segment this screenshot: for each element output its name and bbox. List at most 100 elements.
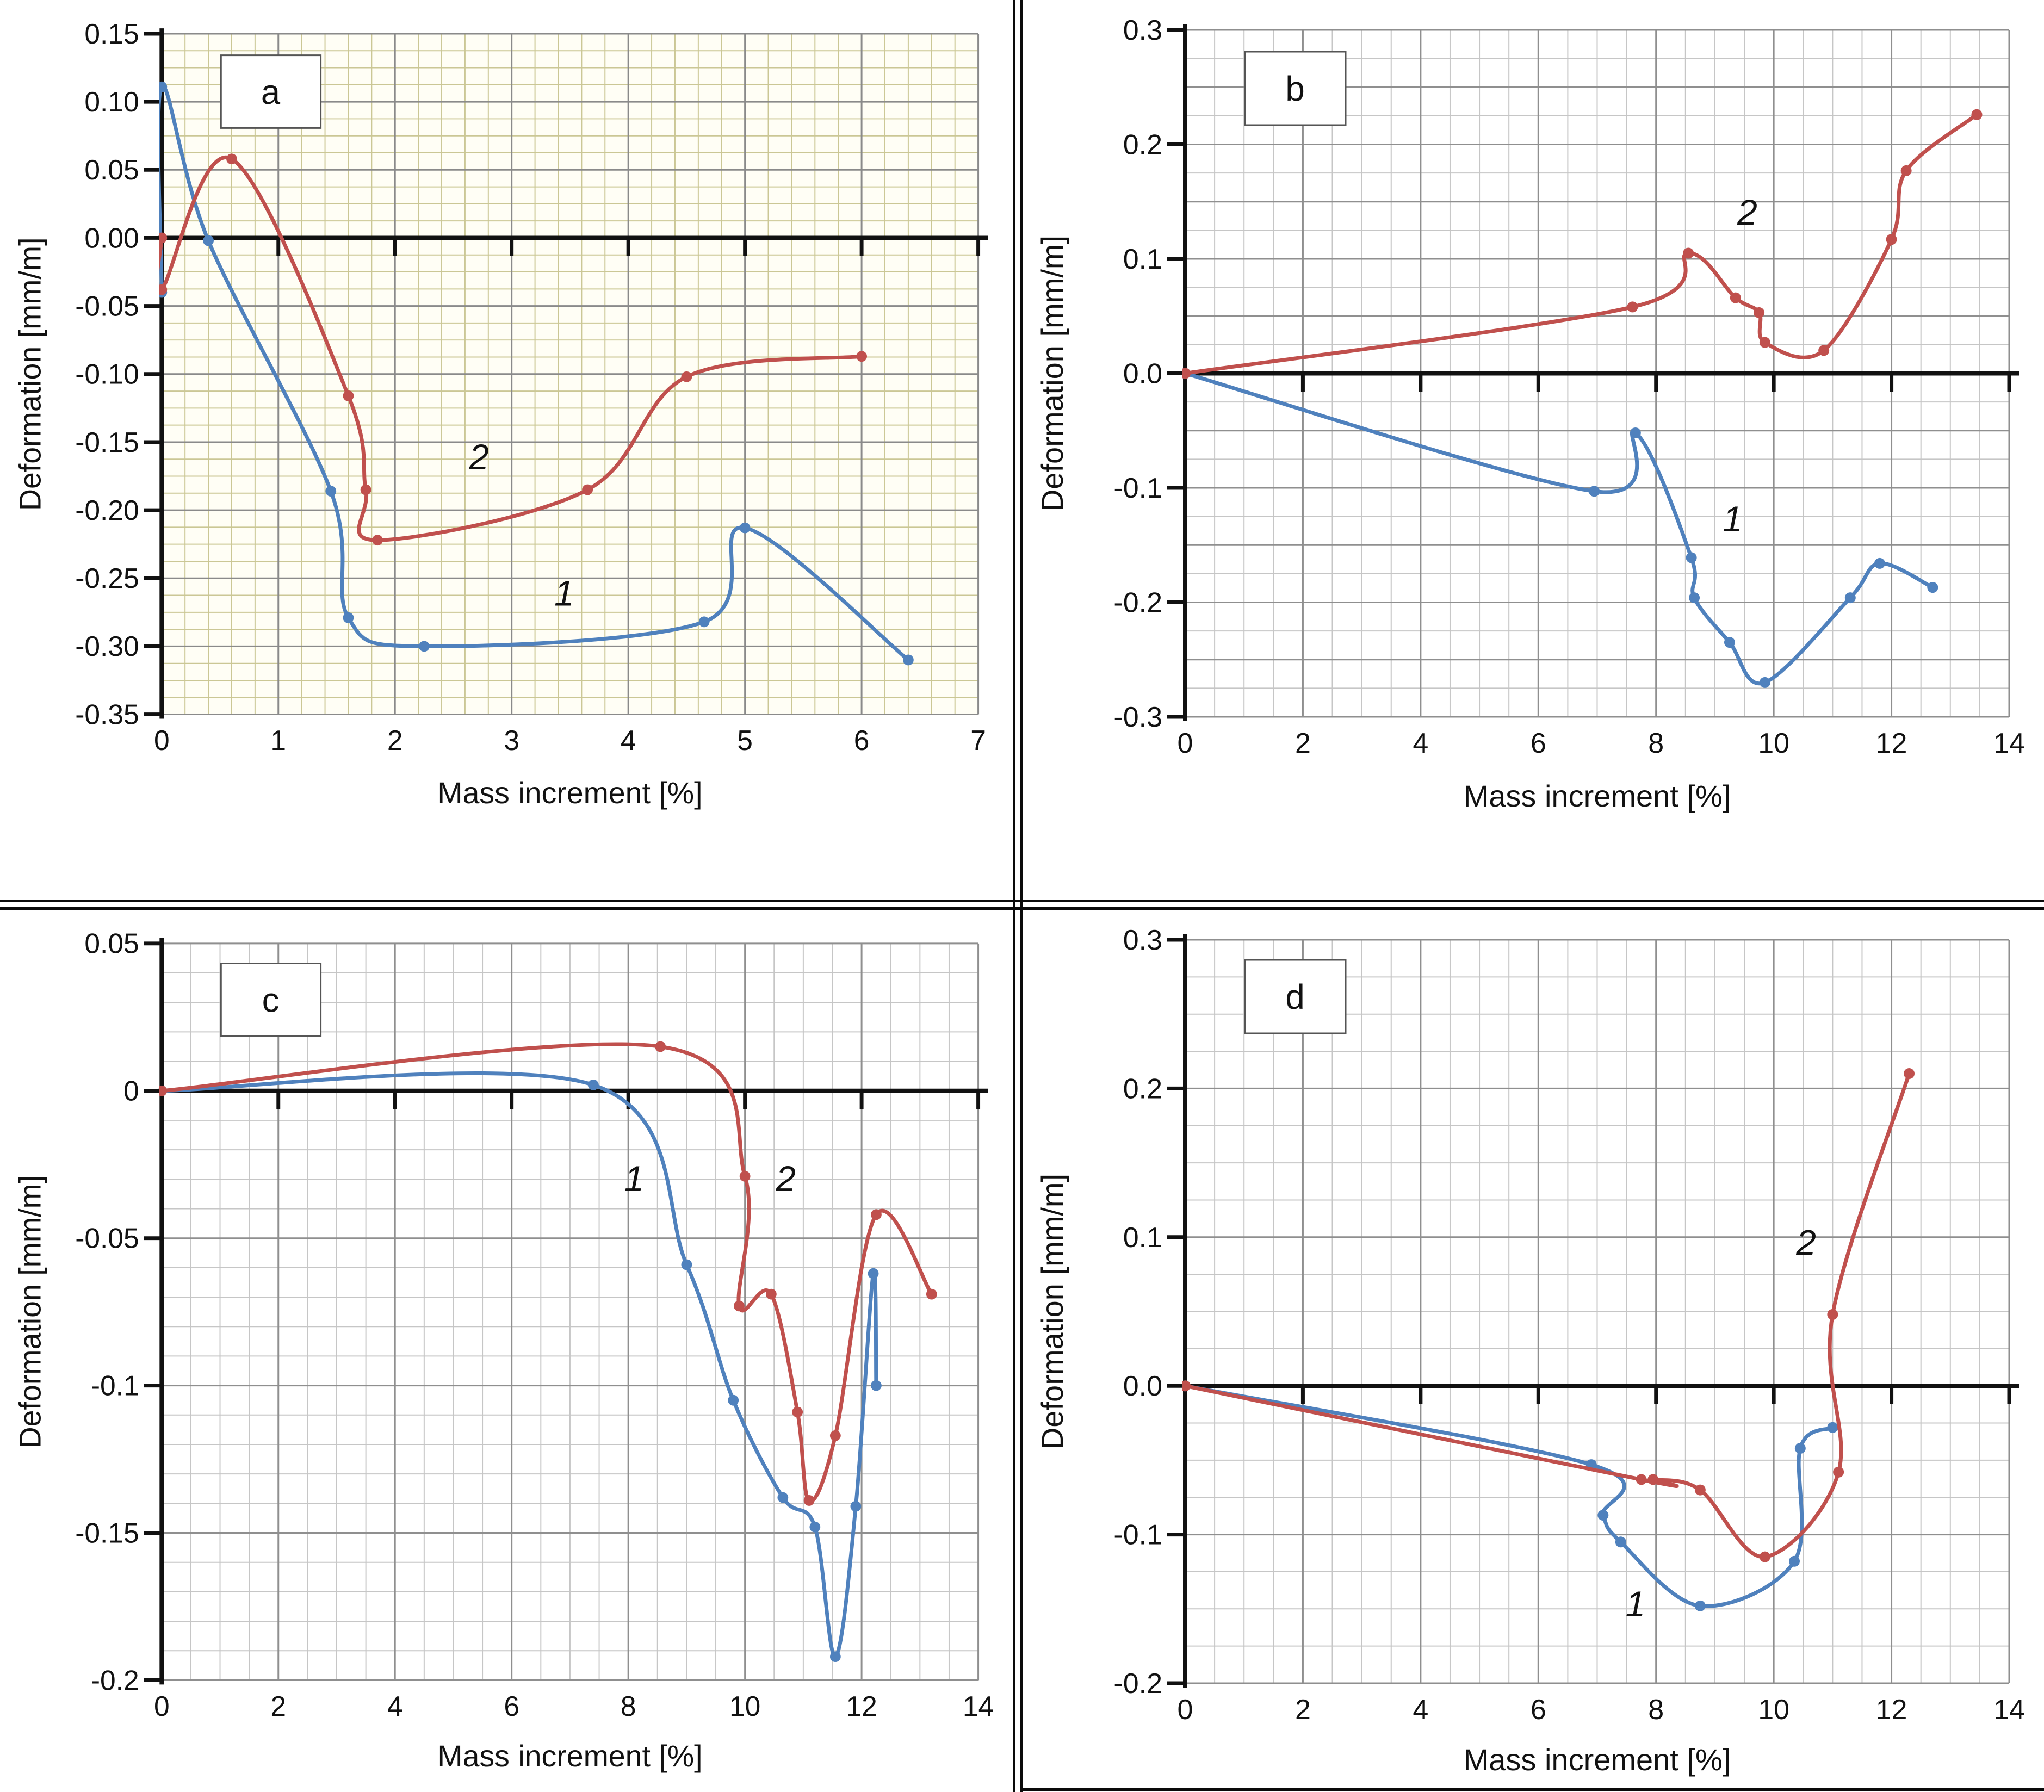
data-point bbox=[803, 1495, 815, 1506]
series-1-label: 1 bbox=[1625, 1584, 1645, 1624]
data-point bbox=[1597, 1510, 1609, 1521]
x-tick-label: 2 bbox=[387, 724, 403, 756]
vertical-divider-line-left bbox=[1013, 0, 1015, 1792]
x-tick-labels: 0 1 2 3 4 5 6 7 bbox=[154, 724, 986, 756]
x-tick-label: 14 bbox=[1993, 1694, 2025, 1726]
panel-letter: a bbox=[261, 73, 281, 111]
data-point bbox=[739, 1170, 751, 1182]
data-point bbox=[1686, 552, 1697, 563]
data-point bbox=[1730, 292, 1741, 303]
data-point bbox=[739, 522, 751, 534]
y-tick-label: 0.0 bbox=[1123, 358, 1162, 390]
x-tick-label: 0 bbox=[1178, 1694, 1193, 1726]
series-2-group bbox=[1182, 109, 1983, 379]
data-point bbox=[777, 1492, 789, 1503]
x-tick-label: 12 bbox=[1876, 1694, 1907, 1726]
y-tick-labels: 0.3 0.2 0.1 0.0 -0.1 -0.2 -0.3 bbox=[1113, 15, 1162, 733]
data-point bbox=[226, 153, 237, 165]
data-point bbox=[681, 371, 692, 382]
y-tick-labels: 0.15 0.10 0.05 0.00 -0.05 -0.10 -0.15 -0.20 -0.2… bbox=[75, 18, 139, 730]
y-axis-title: Deformation [mm/m] bbox=[1035, 235, 1069, 511]
data-point bbox=[159, 1085, 168, 1096]
data-point bbox=[681, 1259, 692, 1270]
x-tick-label: 6 bbox=[854, 724, 870, 756]
data-point bbox=[1789, 1555, 1800, 1567]
x-tick-label: 8 bbox=[1648, 1694, 1664, 1726]
data-point bbox=[902, 654, 914, 666]
vertical-divider-line-right bbox=[1020, 0, 1023, 1792]
y-tick-label: -0.05 bbox=[75, 1223, 139, 1254]
data-point bbox=[1694, 1484, 1706, 1496]
data-point bbox=[1904, 1068, 1915, 1080]
x-tick-label: 3 bbox=[504, 724, 519, 756]
data-point bbox=[325, 486, 337, 497]
series-2-group bbox=[1182, 1068, 1915, 1562]
data-point bbox=[829, 1651, 841, 1663]
data-point bbox=[850, 1500, 862, 1512]
data-point bbox=[1182, 368, 1191, 379]
x-tick-label: 4 bbox=[387, 1690, 403, 1722]
x-tick-labels: 0 2 4 6 8 10 12 14 bbox=[1178, 728, 2025, 759]
x-tick-label: 0 bbox=[154, 1690, 170, 1722]
data-point bbox=[1833, 1466, 1844, 1478]
data-point bbox=[1683, 247, 1694, 259]
data-point bbox=[1818, 345, 1830, 356]
data-point bbox=[159, 284, 168, 295]
data-point bbox=[1182, 1380, 1191, 1392]
y-tick-label: -0.20 bbox=[75, 494, 139, 526]
y-tick-label: -0.25 bbox=[75, 562, 139, 594]
series-2-group bbox=[159, 1041, 937, 1506]
series-1-label: 1 bbox=[624, 1159, 644, 1199]
panel-letter-box bbox=[220, 54, 322, 129]
x-tick-label: 12 bbox=[846, 1690, 877, 1722]
x-tick-label: 4 bbox=[1413, 1694, 1428, 1726]
y-tick-label: -0.15 bbox=[75, 426, 139, 458]
y-tick-label: -0.2 bbox=[1113, 587, 1162, 619]
horizontal-divider-line-top bbox=[0, 900, 2044, 902]
data-point bbox=[582, 484, 593, 495]
data-point bbox=[871, 1209, 882, 1220]
x-tick-label: 10 bbox=[1758, 728, 1789, 759]
x-tick-label: 2 bbox=[1295, 1694, 1311, 1726]
data-point bbox=[1647, 1474, 1659, 1485]
y-tick-labels: 0.05 0 -0.05 -0.1 -0.15 -0.2 bbox=[75, 928, 139, 1696]
data-point bbox=[698, 616, 710, 628]
data-point bbox=[734, 1300, 745, 1312]
x-tick-label: 4 bbox=[1413, 728, 1428, 759]
y-tick-label: -0.30 bbox=[75, 630, 139, 662]
data-point bbox=[343, 390, 354, 401]
y-tick-label: 0.2 bbox=[1123, 129, 1162, 161]
chart-a: 1 2 0.15 0.10 0.05 0.00 -0.05 -0.10 -0.15 -0.20 -0… bbox=[13, 18, 988, 810]
data-point bbox=[765, 1288, 777, 1300]
y-tick-label: 0.15 bbox=[84, 18, 139, 49]
panel-a: 1 2 0.15 0.10 0.05 0.00 -0.05 -0.10 -0.15 -0.20 -0… bbox=[0, 0, 1013, 900]
x-tick-label: 10 bbox=[1758, 1694, 1789, 1726]
data-point bbox=[203, 235, 214, 246]
series-1-markers bbox=[159, 1080, 882, 1663]
y-tick-label: 0.1 bbox=[1123, 1222, 1162, 1254]
bottom-rule-line bbox=[1022, 1788, 2044, 1791]
panel-letter: c bbox=[262, 982, 280, 1020]
y-tick-label: 0.2 bbox=[1123, 1073, 1162, 1105]
x-tick-labels: 0 2 4 6 8 10 12 14 bbox=[154, 1690, 994, 1722]
y-axis-title: Deformation [mm/m] bbox=[1035, 1174, 1069, 1449]
axes bbox=[144, 938, 988, 1685]
data-point bbox=[1759, 1551, 1770, 1562]
y-tick-label: -0.2 bbox=[91, 1664, 139, 1696]
y-tick-label: -0.15 bbox=[75, 1517, 139, 1548]
data-point bbox=[1589, 486, 1600, 497]
series-2-markers bbox=[159, 1041, 937, 1506]
x-tick-label: 1 bbox=[270, 724, 286, 756]
y-tick-label: 0.10 bbox=[84, 86, 139, 117]
x-tick-label: 4 bbox=[621, 724, 636, 756]
data-point bbox=[1886, 234, 1897, 245]
y-tick-label: 0.3 bbox=[1123, 925, 1162, 956]
data-point bbox=[1636, 1474, 1647, 1485]
series-2-label: 2 bbox=[468, 437, 488, 477]
x-tick-label: 8 bbox=[1648, 728, 1664, 759]
series-2-label: 2 bbox=[1795, 1223, 1816, 1263]
x-axis-title: Mass increment [%] bbox=[1464, 1743, 1731, 1777]
data-point bbox=[1759, 677, 1770, 688]
data-point bbox=[792, 1406, 803, 1418]
